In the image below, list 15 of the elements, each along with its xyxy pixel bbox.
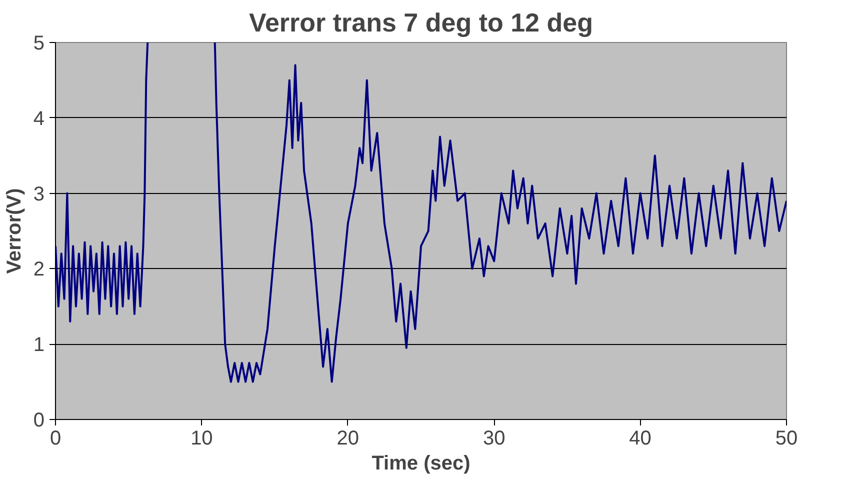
x-tick-label: 20 <box>336 428 360 450</box>
chart-title: Verror trans 7 deg to 12 deg <box>249 8 593 38</box>
x-tick-label: 10 <box>190 428 213 450</box>
x-tick-label: 40 <box>629 428 652 450</box>
y-tick-label: 0 <box>33 410 44 432</box>
y-tick-label: 2 <box>33 258 44 281</box>
x-tick-label: 0 <box>50 428 62 450</box>
y-tick-label: 4 <box>33 108 44 130</box>
y-tick-label: 1 <box>33 334 44 356</box>
x-tick-label: 30 <box>482 428 506 450</box>
x-axis-title: Time (sec) <box>372 452 470 474</box>
y-tick-label: 5 <box>33 32 44 54</box>
x-tick-label: 50 <box>775 428 798 450</box>
y-tick-label: 3 <box>33 183 44 206</box>
y-axis-title: Verror(V) <box>3 188 26 274</box>
